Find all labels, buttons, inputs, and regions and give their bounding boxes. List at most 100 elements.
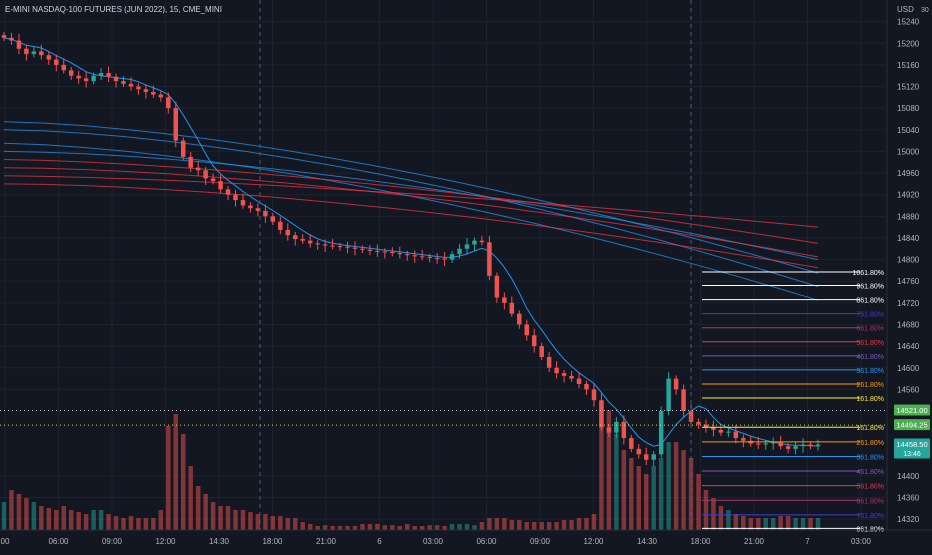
y-tick-label: 14920	[897, 191, 920, 200]
volume-bar	[621, 450, 627, 530]
volume-bar	[128, 516, 134, 530]
fib-lower-label: 161.80%	[856, 425, 884, 432]
volume-bar	[658, 458, 664, 530]
candle-body	[233, 194, 238, 201]
volume-bar	[195, 486, 201, 530]
fib-upper-label: 761.80%	[856, 312, 884, 319]
volume-bar	[800, 518, 806, 530]
candle-body	[509, 302, 515, 314]
volume-bar	[434, 525, 440, 530]
price-label-box	[894, 404, 930, 416]
volume-bar	[188, 466, 193, 530]
candle-body	[539, 346, 544, 357]
ma-slow	[3, 159, 819, 244]
y-tick-label: 14360	[897, 494, 920, 503]
y-tick-label: 14960	[897, 169, 920, 178]
volume-bar	[263, 514, 268, 530]
volume-bar	[561, 520, 567, 530]
candle-body	[479, 240, 485, 243]
volume-bar	[293, 518, 298, 530]
candle-body	[68, 70, 74, 76]
candle-body	[554, 367, 559, 374]
price-label-box	[894, 438, 930, 459]
candle-body	[785, 446, 791, 449]
volume-bar	[405, 524, 410, 530]
candle-body	[143, 89, 149, 92]
candle-body	[606, 427, 612, 433]
candle-body	[703, 424, 709, 428]
fib-upper-label: 361.80%	[856, 368, 884, 375]
candle-body	[629, 438, 634, 449]
volume-bar	[524, 522, 529, 530]
volume-bar	[457, 524, 462, 530]
currency-label[interactable]: USD	[897, 5, 914, 14]
candle-body	[151, 91, 156, 95]
volume-bar	[31, 502, 37, 530]
x-tick-label: 06:00	[476, 537, 497, 546]
candle-body	[487, 242, 492, 276]
candle-body	[658, 411, 664, 455]
candle-body	[472, 240, 477, 245]
candle-body	[121, 81, 126, 84]
volume-bar	[629, 458, 634, 530]
candle-body	[643, 454, 649, 460]
ma-slow	[3, 175, 819, 228]
volume-bar	[1, 502, 7, 530]
volume-bar	[703, 490, 709, 530]
volume-bar	[546, 522, 552, 530]
candle-body	[419, 256, 425, 258]
volume-bar	[248, 512, 253, 530]
candle-body	[166, 97, 171, 109]
volume-bar	[517, 520, 522, 530]
volume-bar	[487, 518, 492, 530]
volume-bar	[748, 518, 754, 530]
y-tick-label: 15160	[897, 61, 920, 70]
volume-bar	[733, 514, 739, 530]
candle-body	[180, 140, 186, 157]
fib-lower-label: 261.80%	[856, 440, 884, 447]
candle-body	[248, 205, 253, 209]
y-tick-label: 14600	[897, 364, 920, 373]
candle-body	[434, 257, 440, 259]
candle-body	[778, 442, 783, 447]
volume-bar	[666, 442, 671, 530]
volume-bar	[375, 524, 380, 530]
volume-bar	[554, 522, 559, 530]
y-tick-label: 14320	[897, 515, 920, 524]
candle-body	[793, 446, 798, 449]
volume-bar	[479, 522, 485, 530]
volume-bar	[397, 526, 403, 530]
fib-upper-label: 561.80%	[856, 340, 884, 347]
candle-body	[808, 444, 813, 447]
volume-bar	[606, 410, 612, 530]
candle-body	[31, 51, 37, 55]
volume-bar	[673, 442, 679, 530]
x-tick-label: 12:00	[583, 537, 604, 546]
y-tick-label: 14840	[897, 234, 920, 243]
volume-bar	[442, 526, 447, 530]
volume-bar	[741, 516, 746, 530]
candle-body	[9, 37, 14, 41]
fib-upper-label: 961.80%	[856, 284, 884, 291]
y-tick-label: 15080	[897, 104, 920, 113]
candle-body	[83, 78, 89, 82]
volume-bar	[494, 518, 500, 530]
candle-body	[360, 248, 365, 250]
volume-bar	[218, 506, 223, 530]
volume-bar	[39, 506, 44, 530]
volume-bar	[643, 474, 649, 530]
volume-bar	[464, 524, 470, 530]
volume-bar	[136, 518, 141, 530]
candle-body	[195, 167, 201, 171]
candle-body	[382, 251, 388, 253]
volume-bar	[412, 526, 417, 530]
candle-body	[188, 156, 193, 168]
candle-body	[225, 189, 231, 195]
volume-bar	[770, 518, 776, 530]
x-tick-label: 14:30	[209, 537, 230, 546]
volume-bar	[591, 514, 597, 530]
volume-bar	[322, 525, 328, 530]
ma-fast	[3, 37, 819, 447]
x-tick-label: 21:00	[316, 537, 337, 546]
